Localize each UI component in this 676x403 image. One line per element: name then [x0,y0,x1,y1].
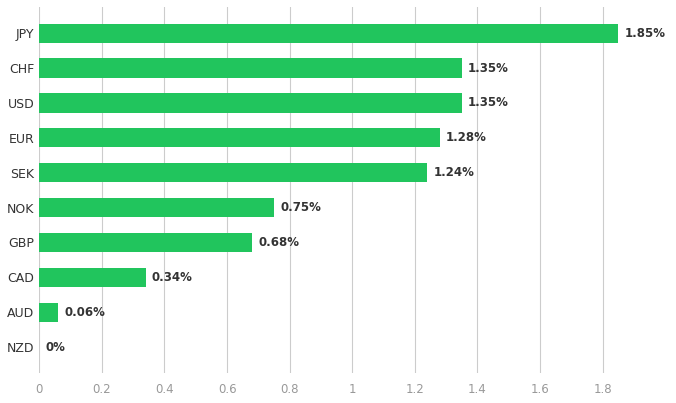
Text: 1.35%: 1.35% [468,96,509,110]
Bar [39,163,427,182]
Text: 0.34%: 0.34% [152,271,193,284]
Text: 1.35%: 1.35% [468,62,509,75]
Bar [39,93,462,112]
Text: 0%: 0% [45,341,66,353]
Text: 0.06%: 0.06% [64,306,105,319]
Text: 0.68%: 0.68% [258,236,299,249]
Text: 1.85%: 1.85% [625,27,665,39]
Bar [39,58,462,78]
Text: 0.75%: 0.75% [281,201,321,214]
Bar [39,303,58,322]
Text: 1.28%: 1.28% [446,131,487,144]
Bar [39,198,274,217]
Bar [39,24,619,43]
Bar [39,128,440,147]
Text: 1.24%: 1.24% [433,166,475,179]
Bar [39,268,146,287]
Bar [39,233,252,252]
